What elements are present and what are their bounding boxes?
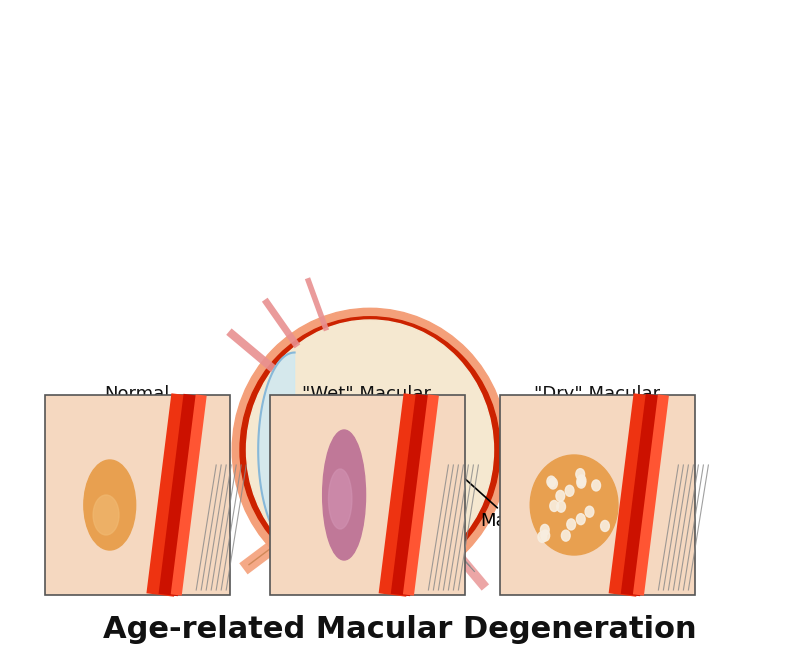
Ellipse shape bbox=[426, 442, 450, 471]
Ellipse shape bbox=[541, 524, 549, 535]
Ellipse shape bbox=[294, 411, 348, 489]
Text: Age-related Macular Degeneration: Age-related Macular Degeneration bbox=[103, 615, 697, 644]
Ellipse shape bbox=[322, 430, 366, 560]
Text: Normal: Normal bbox=[104, 385, 170, 403]
Ellipse shape bbox=[433, 451, 443, 465]
Ellipse shape bbox=[84, 460, 136, 550]
Ellipse shape bbox=[541, 530, 550, 541]
Ellipse shape bbox=[556, 491, 565, 502]
Ellipse shape bbox=[585, 506, 594, 517]
Ellipse shape bbox=[246, 320, 494, 580]
Text: Macula: Macula bbox=[442, 458, 545, 531]
Ellipse shape bbox=[576, 469, 585, 480]
Ellipse shape bbox=[93, 495, 119, 535]
Text: "Wet" Macular
Degeneration: "Wet" Macular Degeneration bbox=[302, 385, 431, 424]
Polygon shape bbox=[258, 353, 294, 548]
Text: "Dry" Macular
Degeneration: "Dry" Macular Degeneration bbox=[534, 385, 660, 424]
Ellipse shape bbox=[549, 478, 558, 489]
Ellipse shape bbox=[577, 475, 586, 486]
Ellipse shape bbox=[601, 520, 610, 531]
Ellipse shape bbox=[592, 480, 601, 491]
Ellipse shape bbox=[306, 432, 335, 469]
Ellipse shape bbox=[562, 530, 570, 541]
Ellipse shape bbox=[566, 485, 574, 496]
FancyBboxPatch shape bbox=[302, 475, 339, 491]
Ellipse shape bbox=[550, 500, 558, 511]
FancyBboxPatch shape bbox=[500, 395, 695, 595]
Ellipse shape bbox=[566, 519, 575, 530]
FancyBboxPatch shape bbox=[302, 410, 339, 425]
Ellipse shape bbox=[577, 477, 586, 488]
Ellipse shape bbox=[530, 455, 618, 555]
Ellipse shape bbox=[232, 308, 508, 592]
Ellipse shape bbox=[538, 531, 546, 542]
Ellipse shape bbox=[240, 317, 500, 583]
Ellipse shape bbox=[313, 439, 329, 460]
Ellipse shape bbox=[577, 514, 585, 525]
Ellipse shape bbox=[329, 469, 352, 529]
Ellipse shape bbox=[248, 325, 492, 575]
Ellipse shape bbox=[547, 476, 556, 487]
FancyBboxPatch shape bbox=[270, 395, 465, 595]
Ellipse shape bbox=[557, 501, 566, 512]
FancyBboxPatch shape bbox=[45, 395, 230, 595]
Ellipse shape bbox=[287, 403, 354, 497]
